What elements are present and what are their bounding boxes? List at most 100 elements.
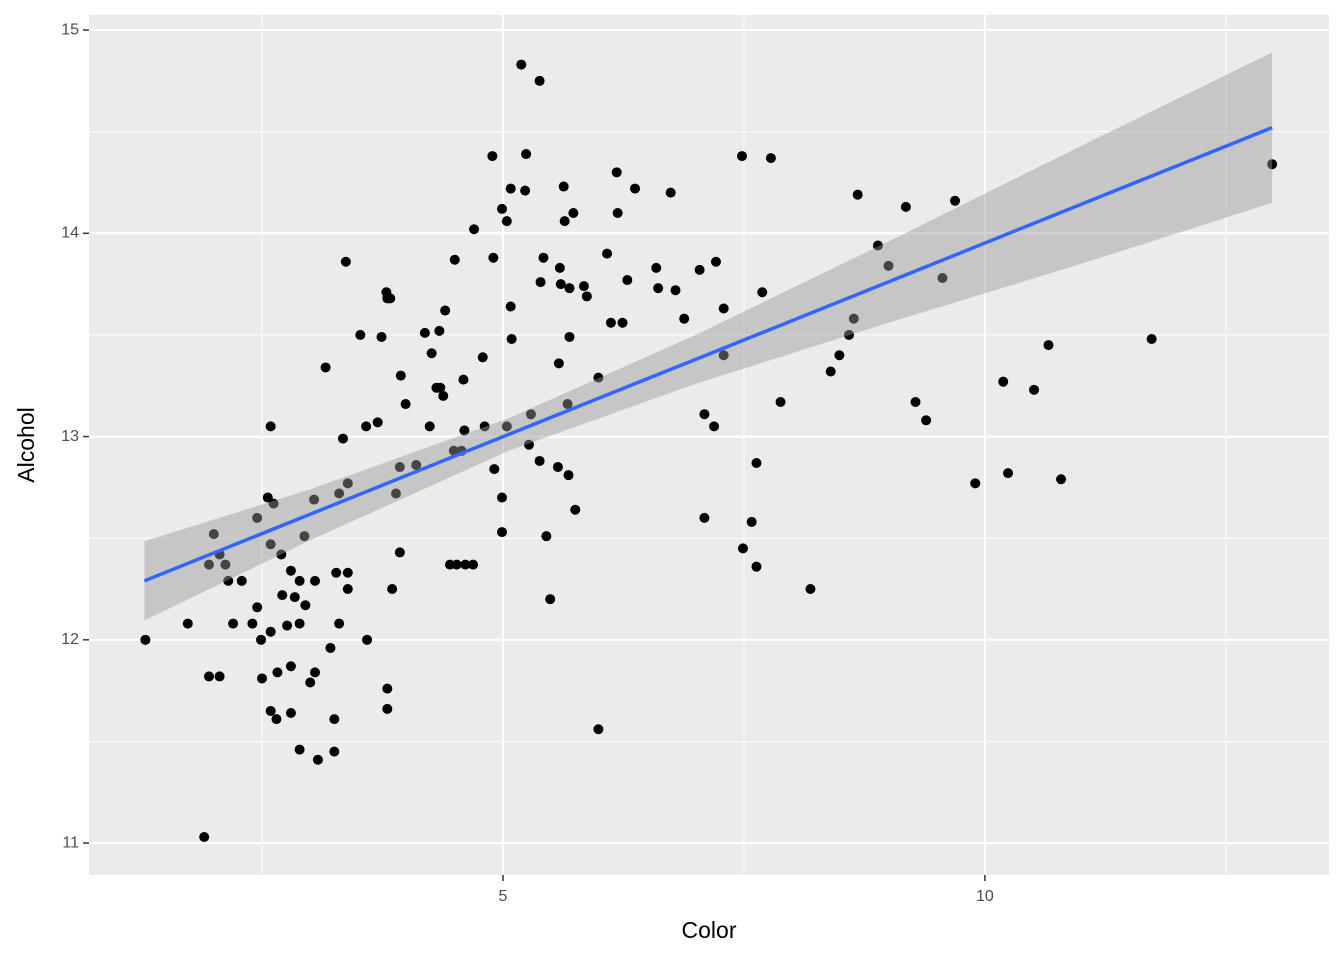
point — [834, 350, 845, 361]
point — [477, 352, 488, 363]
point — [236, 575, 247, 586]
point — [390, 488, 401, 499]
point — [562, 399, 573, 410]
point — [300, 600, 311, 611]
point — [382, 703, 393, 714]
point — [282, 620, 293, 631]
point — [581, 291, 592, 302]
point — [651, 262, 662, 273]
point — [419, 327, 430, 338]
panel — [89, 15, 1329, 875]
point — [208, 529, 219, 540]
point — [382, 683, 393, 694]
point — [489, 464, 500, 475]
point — [285, 565, 296, 576]
point — [459, 425, 470, 436]
point — [699, 512, 710, 523]
point — [257, 673, 268, 684]
point — [612, 207, 623, 218]
point — [552, 462, 563, 473]
point — [448, 445, 459, 456]
point — [563, 470, 574, 481]
point — [460, 559, 471, 570]
point — [334, 488, 345, 499]
point — [342, 584, 353, 595]
point — [1003, 468, 1014, 479]
point — [376, 331, 387, 342]
point — [501, 216, 512, 227]
point — [653, 283, 664, 294]
point — [277, 590, 288, 601]
point — [309, 494, 320, 505]
point — [665, 187, 676, 198]
point — [559, 216, 570, 227]
point — [426, 348, 437, 359]
x-tick-label: 5 — [499, 888, 508, 905]
point — [617, 317, 628, 328]
point — [312, 754, 323, 765]
point — [320, 362, 331, 373]
point — [805, 584, 816, 595]
point — [299, 531, 310, 542]
point — [497, 492, 508, 503]
point — [334, 618, 345, 629]
point — [709, 421, 720, 432]
x-tick-label: 10 — [976, 888, 994, 905]
point — [411, 460, 422, 471]
point — [554, 262, 565, 273]
point — [361, 421, 372, 432]
point — [525, 409, 536, 420]
point — [265, 421, 276, 432]
point — [505, 183, 516, 194]
point — [204, 559, 214, 570]
x-axis-title: Color — [682, 917, 737, 943]
point — [844, 329, 854, 340]
point — [252, 512, 263, 523]
point — [337, 433, 348, 444]
point — [342, 567, 353, 578]
point — [265, 626, 276, 637]
point — [718, 350, 729, 361]
point — [440, 305, 451, 316]
point — [852, 189, 863, 200]
point — [294, 744, 305, 755]
point — [387, 584, 398, 595]
point — [570, 504, 581, 515]
point — [228, 618, 239, 629]
point — [497, 203, 508, 214]
point — [825, 366, 836, 377]
y-tick-label: 12 — [61, 631, 79, 648]
point — [506, 333, 517, 344]
point — [1267, 159, 1278, 170]
point — [921, 415, 932, 426]
point — [214, 671, 225, 682]
point — [757, 287, 768, 298]
point — [520, 185, 531, 196]
point — [479, 421, 490, 432]
point — [385, 293, 396, 304]
point — [611, 167, 622, 178]
point — [622, 275, 633, 286]
point — [294, 618, 305, 629]
point — [910, 397, 921, 408]
point — [555, 279, 566, 290]
point — [355, 329, 366, 340]
point — [593, 724, 604, 735]
point — [558, 181, 569, 192]
point — [1146, 333, 1157, 344]
point — [564, 331, 575, 342]
confidence-band — [144, 52, 1273, 621]
point — [394, 462, 405, 473]
point — [400, 399, 411, 410]
point — [593, 372, 604, 383]
point — [545, 594, 556, 605]
point — [469, 224, 480, 235]
point — [451, 559, 462, 570]
point — [268, 498, 279, 509]
point — [325, 642, 336, 653]
point — [1029, 384, 1040, 395]
point — [294, 575, 305, 586]
point — [276, 549, 287, 560]
point — [199, 831, 210, 842]
